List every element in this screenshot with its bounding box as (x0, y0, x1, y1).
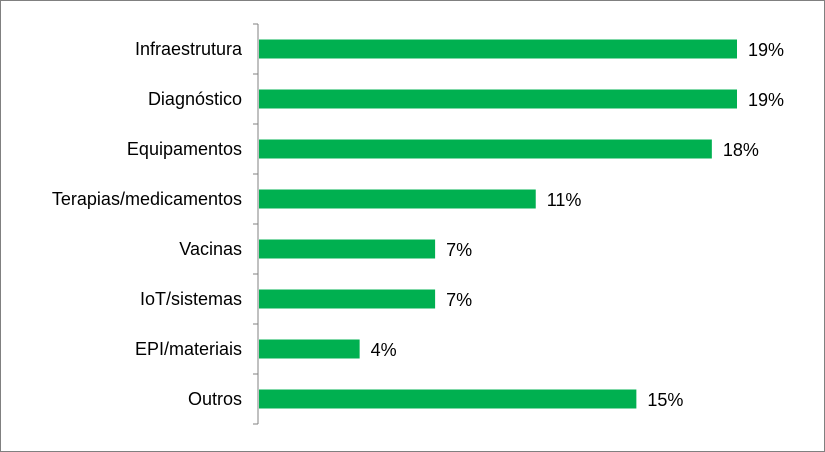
bar (259, 239, 436, 259)
category-label: Terapias/medicamentos (52, 189, 242, 209)
bar (259, 339, 360, 359)
bar (259, 289, 436, 309)
bar (259, 39, 737, 59)
value-label: 4% (371, 340, 397, 360)
category-label: Diagnóstico (148, 89, 242, 109)
value-label: 19% (748, 40, 784, 60)
bar (259, 189, 536, 209)
bar (259, 389, 637, 409)
category-label: IoT/sistemas (140, 289, 242, 309)
category-label: EPI/materiais (135, 339, 242, 359)
value-label: 11% (547, 190, 582, 210)
value-label: 7% (446, 290, 472, 310)
category-axis (253, 23, 259, 425)
value-label: 15% (647, 390, 683, 410)
value-label: 7% (446, 240, 472, 260)
category-label: Vacinas (179, 239, 242, 259)
bars-group (259, 39, 737, 409)
category-label: Equipamentos (127, 139, 242, 159)
value-label: 18% (723, 140, 759, 160)
category-label: Infraestrutura (135, 39, 243, 59)
bar (259, 89, 737, 109)
category-label: Outros (188, 389, 242, 409)
bar (259, 139, 712, 159)
labels-group: Infraestrutura 19% Diagnóstico 19% Equipamen… (52, 39, 784, 410)
value-label: 19% (748, 90, 784, 110)
